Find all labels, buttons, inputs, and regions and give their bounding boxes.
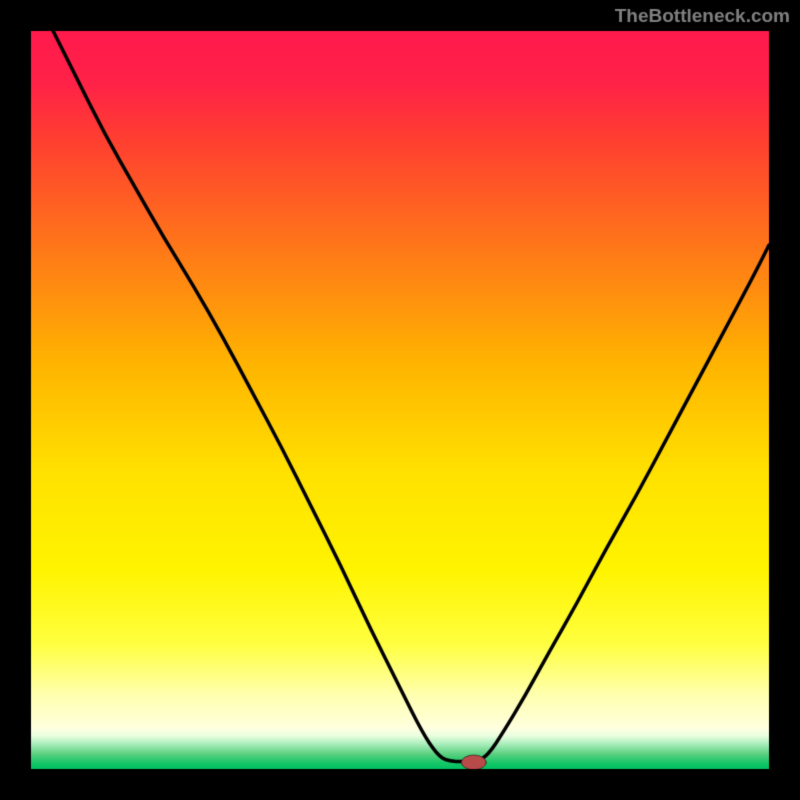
bottleneck-chart xyxy=(0,0,800,800)
